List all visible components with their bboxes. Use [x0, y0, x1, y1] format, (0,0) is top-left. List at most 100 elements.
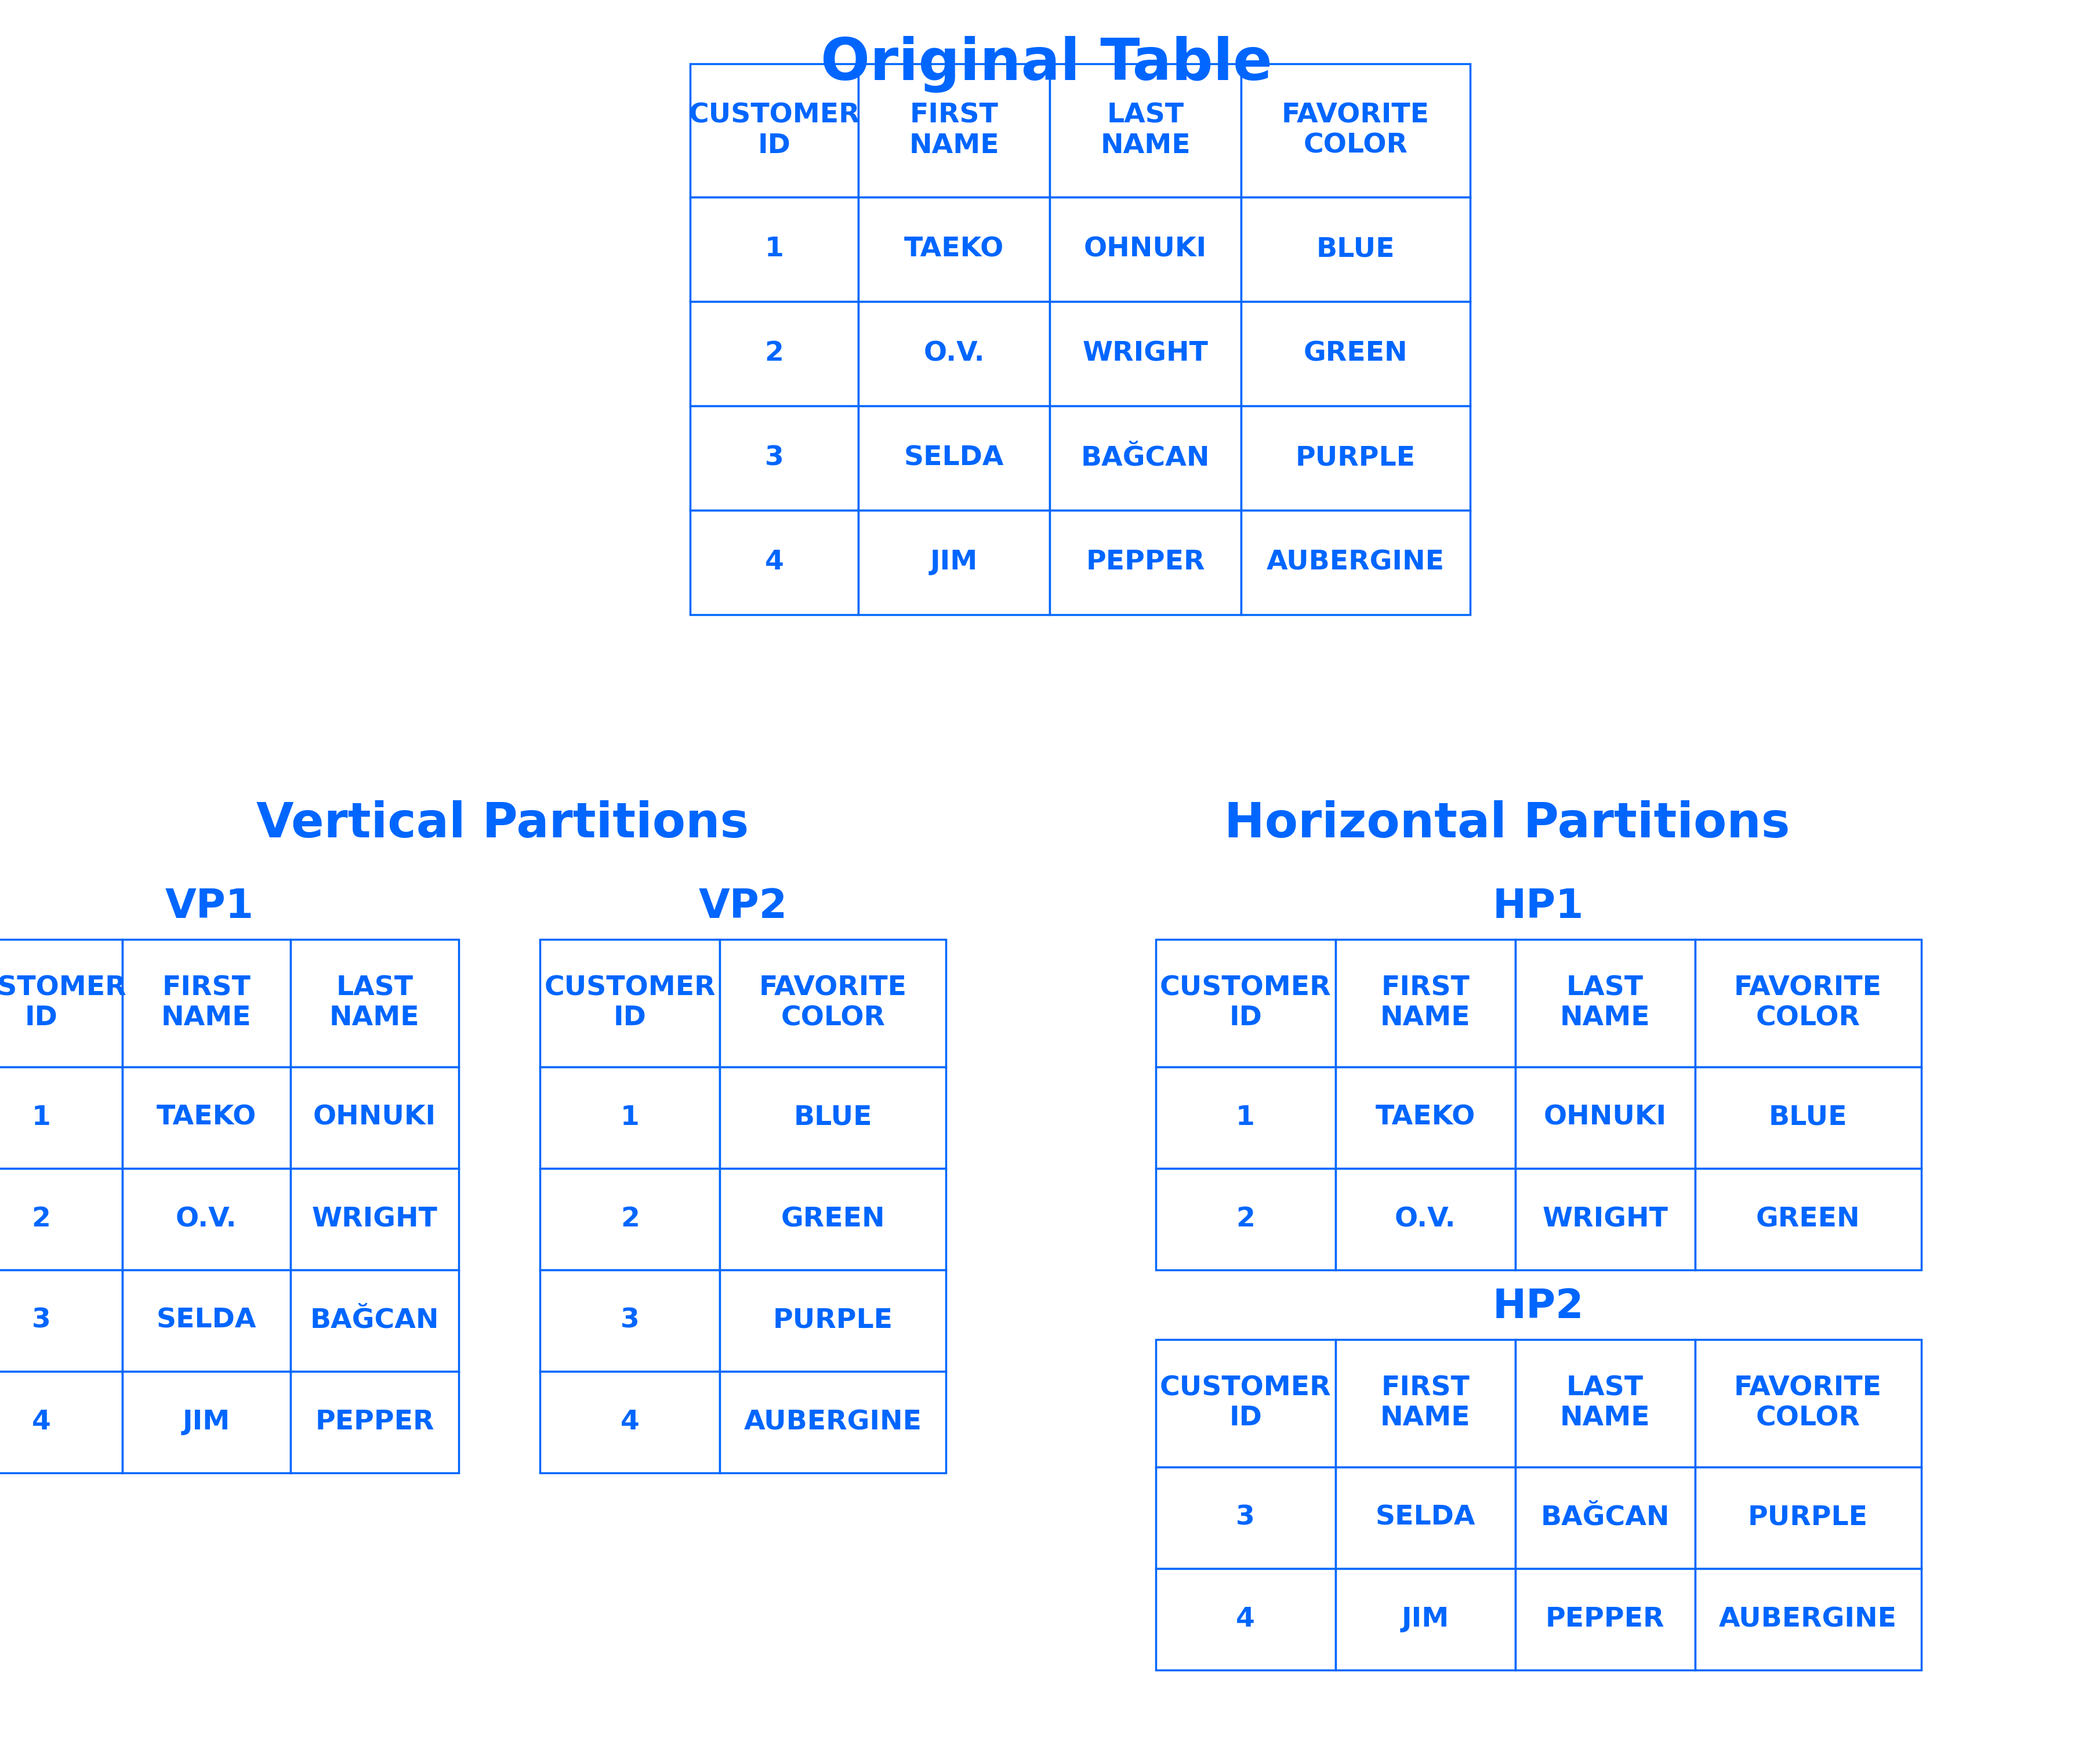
Bar [1335, 1339, 1515, 1468]
Text: 4: 4 [620, 1409, 640, 1436]
Bar [1155, 940, 1335, 1067]
Text: BAĞCAN: BAĞCAN [1080, 445, 1210, 471]
Bar [720, 940, 946, 1067]
Text: LAST
NAME: LAST NAME [1559, 975, 1649, 1032]
Bar [1241, 406, 1469, 510]
Text: Horizontal Partitions: Horizontal Partitions [1224, 801, 1790, 847]
Bar [1695, 1568, 1921, 1671]
Bar [121, 1270, 291, 1371]
Bar [1335, 1468, 1515, 1568]
Text: TAEKO: TAEKO [904, 236, 1005, 263]
Text: TAEKO: TAEKO [1375, 1104, 1476, 1131]
Text: CUSTOMER
ID: CUSTOMER ID [1160, 975, 1331, 1032]
Text: VP2: VP2 [699, 887, 787, 926]
Text: FIRST
NAME: FIRST NAME [1379, 975, 1471, 1032]
Bar [291, 1168, 458, 1270]
Text: FAVORITE
COLOR: FAVORITE COLOR [1735, 1376, 1882, 1431]
Bar [291, 1371, 458, 1473]
Bar [121, 940, 291, 1067]
Bar [720, 1067, 946, 1168]
Bar [858, 198, 1051, 302]
Bar [1241, 64, 1469, 198]
Bar [1695, 1168, 1921, 1270]
Text: SELDA: SELDA [1375, 1505, 1476, 1531]
Text: 3: 3 [31, 1307, 50, 1334]
Bar [1155, 1339, 1335, 1468]
Text: WRIGHT: WRIGHT [312, 1207, 437, 1233]
Text: LAST
NAME: LAST NAME [1559, 1376, 1649, 1431]
Bar [1155, 1168, 1335, 1270]
Text: FAVORITE
COLOR: FAVORITE COLOR [1735, 975, 1882, 1032]
Text: O.V.: O.V. [923, 340, 984, 367]
Bar [858, 406, 1051, 510]
Text: 2: 2 [1237, 1207, 1256, 1233]
Bar [1155, 1468, 1335, 1568]
Bar [1155, 1568, 1335, 1671]
Bar [1335, 1568, 1515, 1671]
Text: AUBERGINE: AUBERGINE [1266, 549, 1444, 575]
Text: LAST
NAME: LAST NAME [329, 975, 421, 1032]
Text: WRIGHT: WRIGHT [1082, 340, 1208, 367]
Bar [121, 1067, 291, 1168]
Bar [1335, 940, 1515, 1067]
Text: PURPLE: PURPLE [772, 1307, 894, 1334]
Bar [291, 1270, 458, 1371]
Bar [1241, 302, 1469, 406]
Bar [1515, 1067, 1695, 1168]
Bar [691, 406, 858, 510]
Bar [1515, 1168, 1695, 1270]
Text: CUSTOMER
ID: CUSTOMER ID [544, 975, 716, 1032]
Text: SELDA: SELDA [904, 445, 1005, 471]
Bar [691, 64, 858, 198]
Text: O.V.: O.V. [176, 1207, 237, 1233]
Bar [691, 510, 858, 614]
Text: CUSTOMER
ID: CUSTOMER ID [1160, 1376, 1331, 1431]
Bar [1515, 1568, 1695, 1671]
Text: HP1: HP1 [1492, 887, 1584, 926]
Bar [1051, 302, 1241, 406]
Text: 2: 2 [620, 1207, 640, 1233]
Bar [1051, 64, 1241, 198]
Bar [1241, 198, 1469, 302]
Text: 1: 1 [1237, 1104, 1256, 1131]
Text: 2: 2 [31, 1207, 50, 1233]
Bar [540, 1168, 720, 1270]
Bar [291, 940, 458, 1067]
Text: GREEN: GREEN [781, 1207, 885, 1233]
Bar [540, 1270, 720, 1371]
Text: PEPPER: PEPPER [1545, 1607, 1664, 1632]
Text: FAVORITE
COLOR: FAVORITE COLOR [1281, 102, 1430, 159]
Bar [540, 1067, 720, 1168]
Bar [1241, 510, 1469, 614]
Text: BLUE: BLUE [1316, 236, 1394, 263]
Bar [0, 1270, 121, 1371]
Text: WRIGHT: WRIGHT [1543, 1207, 1668, 1233]
Text: 4: 4 [764, 549, 783, 575]
Bar [1335, 1067, 1515, 1168]
Text: HP2: HP2 [1492, 1288, 1584, 1327]
Text: Original Table: Original Table [820, 35, 1273, 93]
Text: PURPLE: PURPLE [1296, 445, 1415, 471]
Text: 3: 3 [1237, 1505, 1256, 1531]
Bar [0, 1168, 121, 1270]
Text: 1: 1 [764, 236, 783, 263]
Bar [1515, 1339, 1695, 1468]
Text: PEPPER: PEPPER [1086, 549, 1206, 575]
Bar [1695, 1339, 1921, 1468]
Text: VP1: VP1 [165, 887, 253, 926]
Bar [858, 64, 1051, 198]
Text: JIM: JIM [929, 549, 977, 575]
Text: FAVORITE
COLOR: FAVORITE COLOR [760, 975, 906, 1032]
Text: Vertical Partitions: Vertical Partitions [255, 801, 749, 847]
Bar [121, 1168, 291, 1270]
Bar [720, 1270, 946, 1371]
Bar [1515, 1468, 1695, 1568]
Bar [1155, 1067, 1335, 1168]
Bar [1695, 1468, 1921, 1568]
Text: OHNUKI: OHNUKI [1543, 1104, 1666, 1131]
Text: BLUE: BLUE [793, 1104, 873, 1131]
Bar [121, 1371, 291, 1473]
Text: 1: 1 [620, 1104, 640, 1131]
Text: O.V.: O.V. [1394, 1207, 1457, 1233]
Bar [291, 1067, 458, 1168]
